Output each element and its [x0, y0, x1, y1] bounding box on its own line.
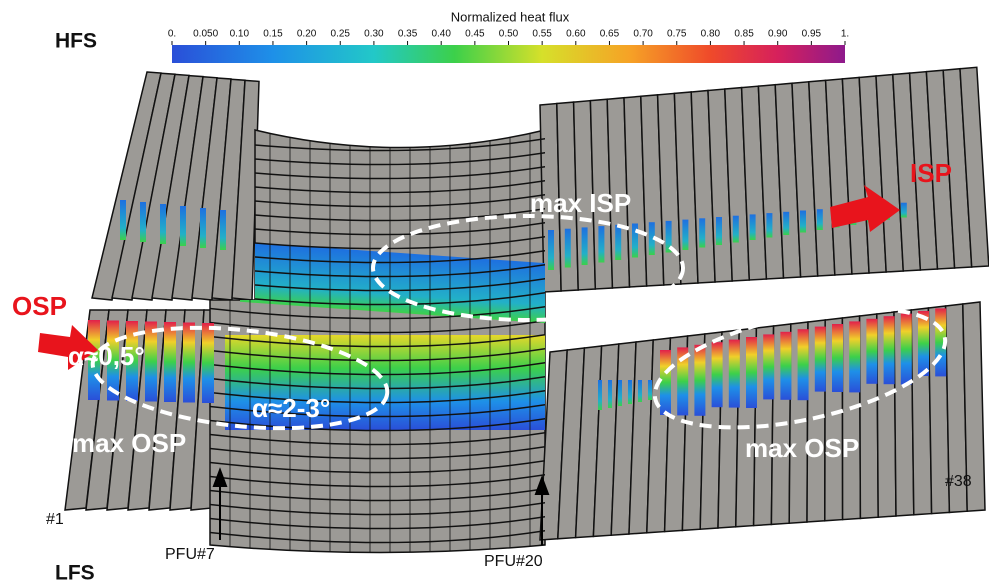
heat-strip [628, 380, 632, 404]
heat-strip [608, 380, 612, 408]
colorbar-tick-label: 0.90 [768, 29, 788, 40]
alpha-mid-label: α≈2-3° [252, 393, 330, 423]
heat-strip [632, 224, 638, 258]
heat-strip [582, 227, 588, 265]
colorbar-tick-label: 0.10 [230, 29, 250, 40]
colorbar-tick-label: 0.70 [633, 29, 653, 40]
heat-strip [638, 380, 642, 402]
heat-strip [183, 323, 195, 403]
heat-strip [202, 323, 214, 403]
pfu20-label: PFU#20 [484, 553, 543, 570]
figure: Normalized heat flux HFS LFS ISP OSP max… [0, 0, 989, 586]
heat-strip [866, 319, 877, 384]
heat-strip [817, 209, 823, 230]
colorbar-tick-label: 0.25 [331, 29, 351, 40]
heat-strip [783, 212, 789, 235]
colorbar-tick-label: 0.40 [431, 29, 451, 40]
heat-strip [160, 204, 166, 244]
heat-strip [849, 321, 860, 392]
heat-strip [746, 337, 757, 408]
isp-label: ISP [910, 158, 952, 188]
heat-strip [716, 217, 722, 245]
colorbar-tick-label: 0. [168, 29, 176, 40]
colorbar-tick-label: 0.15 [263, 29, 283, 40]
colorbar-tick-label: 0.65 [600, 29, 620, 40]
alpha-left-label: α≈0,5° [68, 341, 145, 371]
heat-strip [618, 380, 622, 406]
heat-strip [733, 216, 739, 243]
heat-strip [565, 229, 571, 268]
max-osp-left-label: max OSP [72, 428, 186, 458]
colorbar-tick-label: 0.55 [532, 29, 552, 40]
heat-strip [164, 322, 176, 402]
colorbar-tick-label: 0.45 [465, 29, 485, 40]
colorbar-tick-label: 0.35 [398, 29, 418, 40]
heat-strip [548, 230, 554, 270]
heat-strip [699, 218, 705, 247]
heat-strip [694, 345, 705, 416]
heat-strip [750, 214, 756, 240]
colorbar-tick-label: 0.75 [667, 29, 687, 40]
colorbar [172, 45, 845, 63]
heat-strip [800, 211, 806, 233]
hfs-label: HFS [55, 30, 97, 53]
colorbar-tick-label: 0.85 [734, 29, 754, 40]
heat-strip [729, 340, 740, 408]
heat-strip [918, 311, 929, 376]
colorbar-tick-label: 1. [841, 29, 849, 40]
colorbar-tick-label: 0.50 [499, 29, 519, 40]
tile-last-label: #38 [945, 473, 972, 490]
heat-strip [798, 329, 809, 400]
colorbar-tick-label: 0.95 [802, 29, 822, 40]
heat-strip [901, 314, 912, 385]
heat-strip [200, 208, 206, 248]
colorbar-tick-label: 0.60 [566, 29, 586, 40]
colorbar-tick-label: 0.30 [364, 29, 384, 40]
heat-strip [598, 380, 602, 410]
osp-label: OSP [12, 291, 67, 321]
heat-strip [120, 200, 126, 240]
colorbar-tick-label: 0.050 [193, 29, 218, 40]
lfs-label: LFS [55, 562, 95, 585]
heat-strip [145, 322, 157, 402]
heat-strip [832, 324, 843, 392]
colorbar-title: Normalized heat flux [451, 9, 570, 24]
heat-strip [140, 202, 146, 242]
heat-strip [648, 380, 652, 400]
heat-strip [780, 332, 791, 400]
pfu7-label: PFU#7 [165, 546, 215, 563]
heat-strip [615, 225, 621, 260]
tile-first-label: #1 [46, 511, 64, 528]
heat-strip [598, 226, 604, 262]
max-osp-right-label: max OSP [745, 433, 859, 463]
max-isp-label: max ISP [530, 188, 631, 218]
colorbar-tick-label: 0.20 [297, 29, 317, 40]
heat-strip [815, 327, 826, 392]
heat-strip [180, 206, 186, 246]
heat-strip [884, 316, 895, 384]
heat-strip [712, 342, 723, 407]
heat-strip [220, 210, 226, 250]
heat-strip [682, 220, 688, 250]
heat-strip [660, 350, 671, 415]
heat-strip [901, 203, 907, 218]
colorbar-tick-label: 0.80 [701, 29, 721, 40]
heat-strip [763, 334, 774, 399]
heat-strip [766, 213, 772, 237]
